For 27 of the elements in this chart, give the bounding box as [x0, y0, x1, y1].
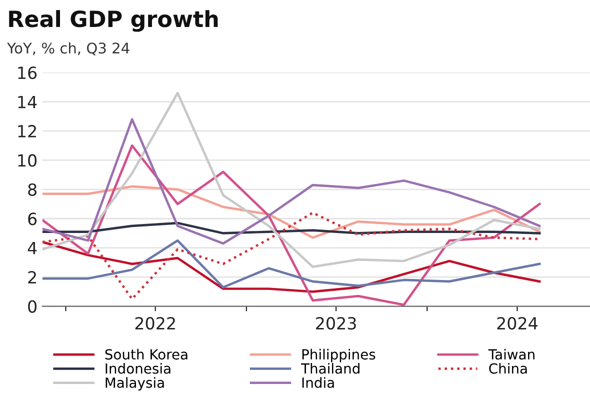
- line-series: [42, 118, 541, 245]
- x-tick-label: 2023: [316, 316, 356, 330]
- legend-label: Taiwan: [488, 348, 534, 360]
- legend-label: Malaysia: [106, 377, 164, 391]
- chart-subtitle: YoY, % ch, Q3 24: [7, 42, 130, 56]
- legend-label: Thailand: [301, 363, 360, 374]
- x-tick-label: 2024: [497, 316, 538, 330]
- y-tick-label: 12: [18, 124, 36, 138]
- y-tick-label: 0: [28, 300, 37, 313]
- legend-label: Philippines: [302, 348, 376, 362]
- line-series: [42, 185, 541, 239]
- chart-title: Real GDP growth: [9, 10, 218, 32]
- y-tick-label: 10: [18, 154, 37, 167]
- y-tick-label: 4: [28, 242, 37, 254]
- x-tick-label: 2022: [135, 316, 175, 330]
- legend-label: China: [489, 363, 527, 374]
- y-tick-label: 6: [28, 212, 37, 226]
- line-series: [42, 222, 541, 234]
- line-series: [42, 92, 541, 268]
- y-tick-label: 16: [18, 66, 37, 80]
- y-tick-label: 14: [18, 96, 37, 108]
- legend-label: Indonesia: [106, 363, 170, 374]
- line-series: [42, 144, 541, 306]
- y-tick-label: 2: [28, 271, 36, 284]
- legend-label: India: [302, 377, 334, 388]
- legend-label: South Korea: [105, 348, 188, 360]
- y-tick-label: 8: [28, 183, 36, 196]
